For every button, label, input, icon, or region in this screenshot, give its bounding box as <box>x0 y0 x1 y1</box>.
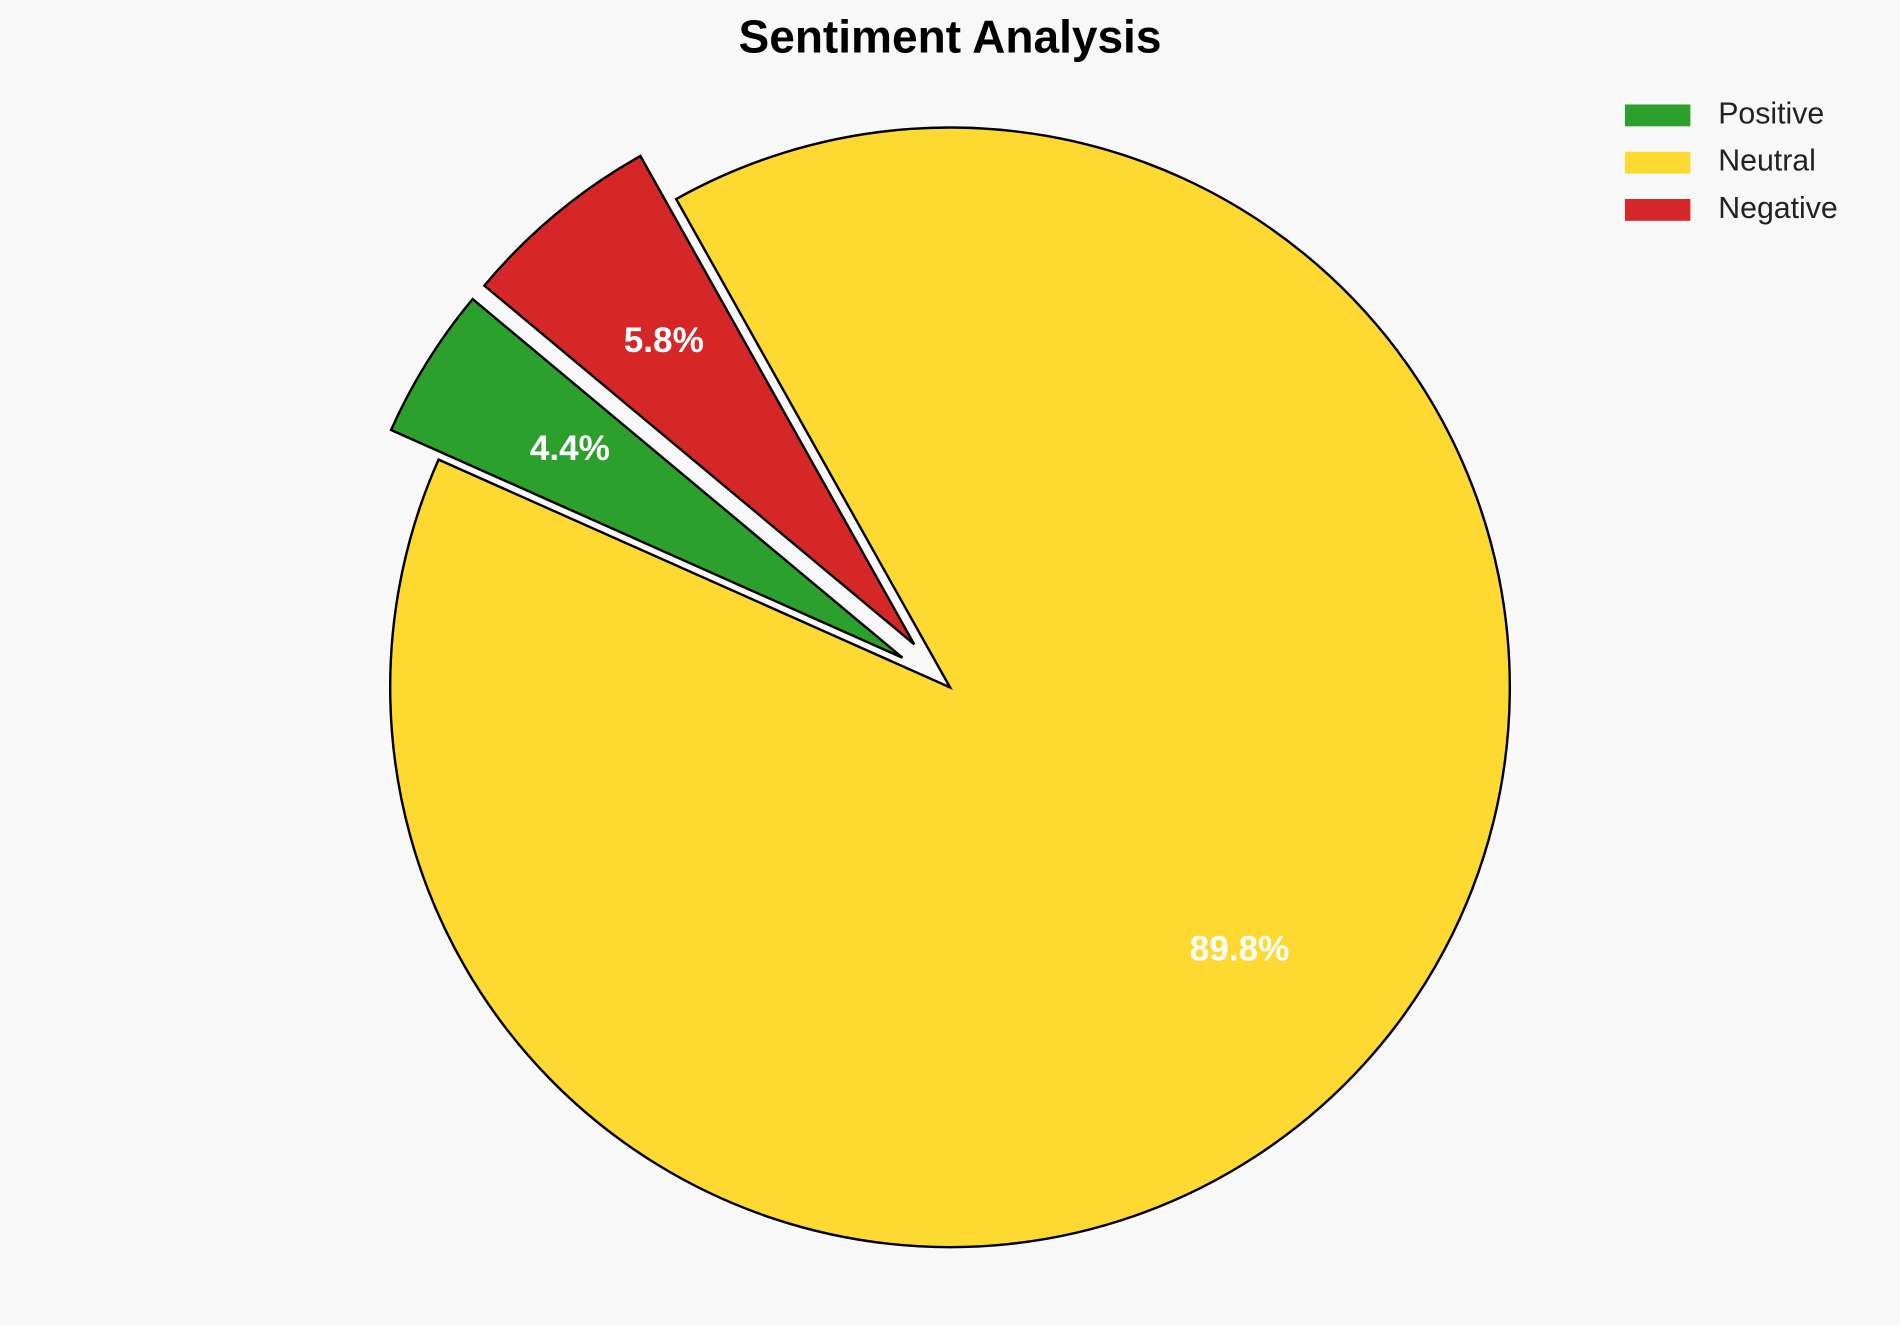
legend-swatch <box>1624 104 1691 127</box>
legend-label: Neutral <box>1718 145 1816 178</box>
pie-wedge <box>389 297 904 659</box>
legend-swatch <box>1624 151 1691 174</box>
legend-label: Negative <box>1718 192 1838 225</box>
pie-wedge <box>388 126 1511 1249</box>
wedge-label: 4.4% <box>530 429 610 468</box>
chart-title: Sentiment Analysis <box>739 10 1162 62</box>
legend-swatch <box>1624 199 1691 221</box>
wedge-label: 5.8% <box>624 321 704 360</box>
wedge-label: 89.8% <box>1190 930 1290 969</box>
legend-label: Positive <box>1718 97 1824 130</box>
pie-wedge <box>482 154 916 646</box>
